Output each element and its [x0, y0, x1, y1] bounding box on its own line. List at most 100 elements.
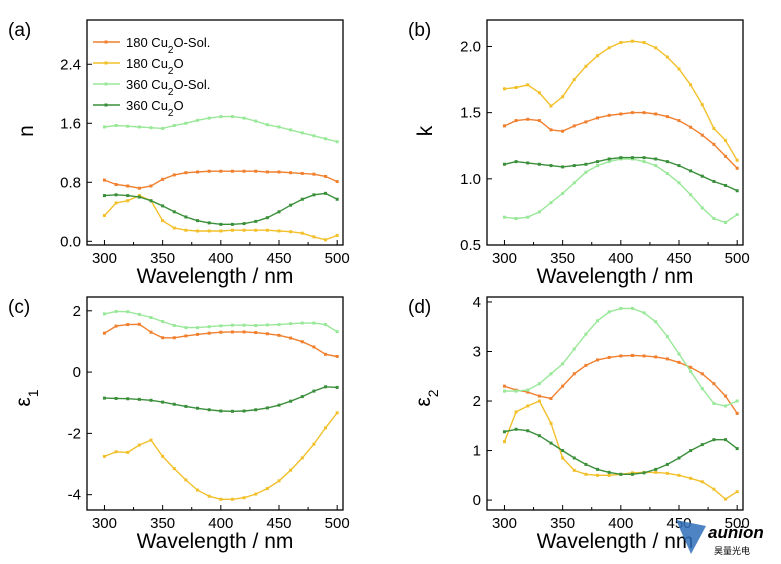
data-point: [137, 186, 141, 190]
data-point: [561, 191, 565, 195]
data-point: [149, 438, 153, 442]
data-point: [102, 213, 106, 217]
data-point: [654, 467, 658, 471]
data-point: [242, 323, 246, 327]
data-point: [642, 354, 646, 358]
series-line-1: [504, 40, 738, 161]
data-point: [149, 199, 153, 203]
data-point: [161, 336, 165, 340]
data-point: [654, 157, 658, 161]
data-point: [242, 409, 246, 413]
data-point: [561, 456, 565, 460]
data-point: [502, 440, 506, 444]
data-point: [207, 494, 211, 498]
data-point: [196, 170, 200, 174]
data-point: [596, 160, 600, 164]
data-point: [196, 332, 200, 336]
data-point: [312, 172, 316, 176]
data-point: [596, 467, 600, 471]
panel-label: (a): [8, 20, 31, 41]
y-tick-label: 0.5: [460, 237, 481, 254]
y-tick-label: 0: [73, 364, 81, 381]
data-point: [300, 231, 304, 235]
data-point: [196, 219, 200, 223]
data-point: [242, 116, 246, 120]
y-axis-label: k: [414, 125, 437, 136]
legend-entry-label: 360 Cu2O: [126, 98, 184, 119]
y-tick-label: 2: [73, 303, 81, 320]
data-point: [665, 462, 669, 466]
data-point: [277, 403, 281, 407]
data-point: [172, 324, 176, 328]
data-point: [161, 320, 165, 324]
watermark-text: aunion: [708, 523, 764, 542]
x-tick-label: 450: [266, 250, 291, 267]
data-point: [654, 355, 658, 359]
data-point: [526, 215, 530, 219]
data-point: [184, 404, 188, 408]
data-point: [277, 170, 281, 174]
data-point: [502, 162, 506, 166]
data-point: [677, 181, 681, 185]
data-point: [724, 438, 728, 442]
data-point: [242, 169, 246, 173]
data-point: [324, 191, 328, 195]
data-point: [665, 172, 669, 176]
data-point: [184, 171, 188, 175]
y-tick-label: 0.8: [60, 174, 81, 191]
data-point: [265, 123, 269, 127]
data-point: [619, 112, 623, 116]
data-point: [502, 87, 506, 91]
data-point: [724, 394, 728, 398]
data-point: [230, 323, 234, 327]
data-point: [265, 406, 269, 410]
series-line-1: [503, 400, 738, 500]
data-point: [665, 55, 669, 59]
data-point: [172, 402, 176, 406]
x-tick-label: 400: [608, 250, 633, 267]
data-point: [324, 238, 328, 242]
data-point: [102, 454, 106, 458]
data-point: [689, 193, 693, 197]
data-point: [502, 430, 506, 434]
panel-b: 300 350 400 450 500 0.5 1.0 1.5 2.0 Wavelength / …: [408, 19, 750, 288]
data-point: [665, 357, 669, 361]
data-point: [514, 217, 518, 221]
data-point: [324, 323, 328, 327]
data-point: [137, 397, 141, 401]
data-point: [126, 184, 130, 188]
data-point: [254, 228, 258, 232]
data-point: [300, 340, 304, 344]
x-tick-label: 450: [266, 515, 291, 532]
data-point: [335, 140, 339, 144]
legend-subscript: 2: [168, 108, 174, 119]
data-point: [502, 215, 506, 219]
data-point: [584, 64, 588, 68]
panel-label: (d): [408, 297, 431, 318]
data-point: [572, 372, 576, 376]
data-point: [230, 222, 234, 226]
data-point: [712, 142, 716, 146]
data-point: [184, 334, 188, 338]
data-point: [102, 312, 106, 316]
data-point: [735, 411, 739, 415]
data-point: [289, 203, 293, 207]
y-axis-label: ε1: [12, 389, 41, 406]
data-point: [607, 113, 611, 117]
y-tick-label: 2: [473, 393, 481, 410]
data-point: [114, 183, 118, 187]
data-point: [526, 404, 530, 408]
data-point: [689, 365, 693, 369]
data-point: [619, 472, 623, 476]
x-tick-label: 500: [725, 250, 750, 267]
data-point: [712, 179, 716, 183]
data-point: [265, 228, 269, 232]
data-point: [561, 362, 565, 366]
data-point: [219, 229, 223, 233]
data-point: [207, 221, 211, 225]
y-tick-label: 0: [473, 492, 481, 509]
data-point: [712, 217, 716, 221]
data-point: [161, 126, 165, 130]
data-point: [700, 480, 704, 484]
